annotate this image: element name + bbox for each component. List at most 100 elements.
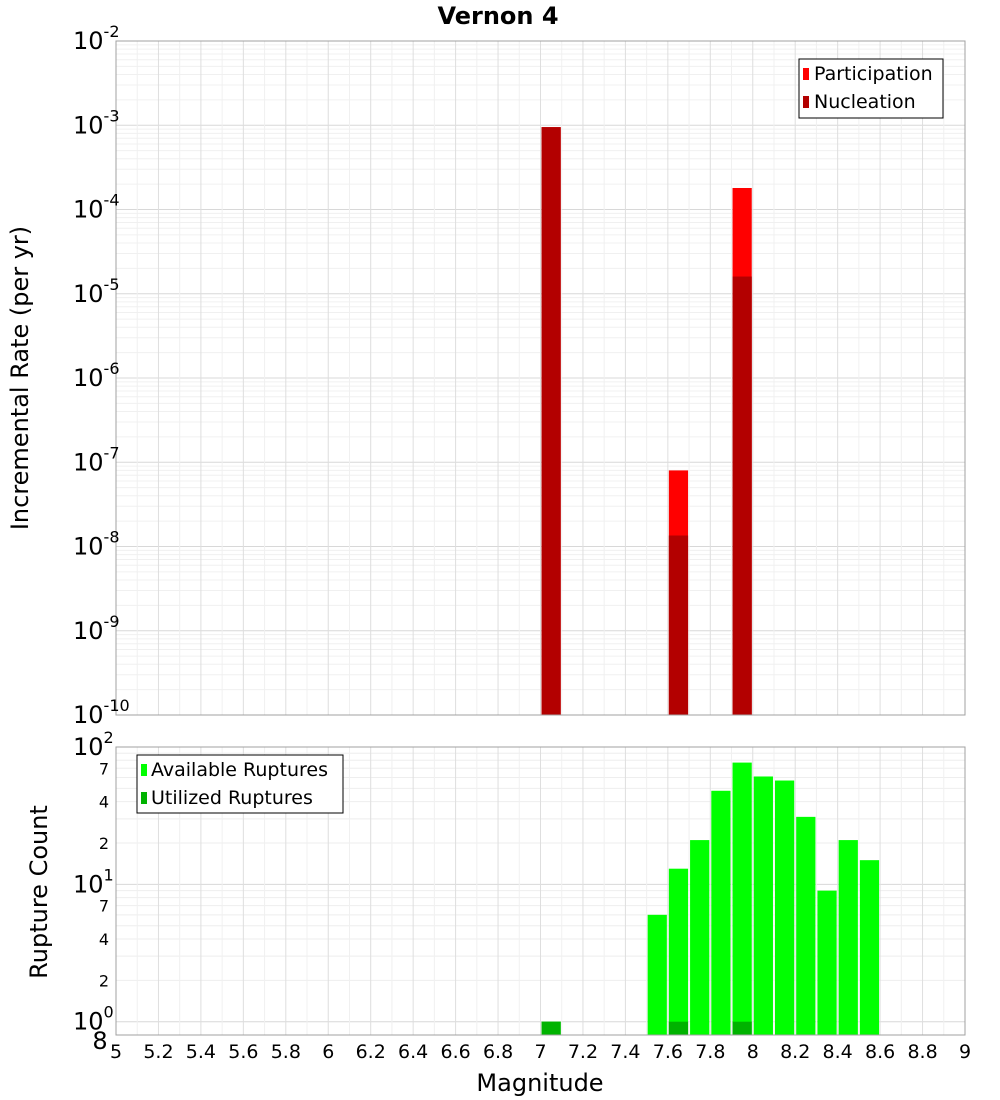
- x-tick-label: 6.8: [483, 1041, 513, 1063]
- bottom-bars: [541, 762, 880, 1035]
- bottom-y-minor-tick-label: 4: [99, 793, 109, 812]
- y-tick-base: 10: [73, 448, 104, 476]
- y-tick-base: 10: [73, 617, 104, 645]
- available-ruptures-bar: [859, 860, 880, 1035]
- y-tick-exponent: -7: [104, 443, 120, 462]
- x-tick-label: 7.4: [610, 1041, 640, 1063]
- y-tick-exponent: 1: [104, 865, 114, 884]
- x-tick-label: 5: [110, 1041, 122, 1063]
- x-tick-label: 8.8: [907, 1041, 937, 1063]
- x-tick-label: 6.6: [440, 1041, 470, 1063]
- y-tick-base: 10: [73, 196, 104, 224]
- available-ruptures-bar: [690, 840, 710, 1035]
- x-tick-label: 8.2: [780, 1041, 810, 1063]
- x-tick-label: 8.6: [865, 1041, 895, 1063]
- y-tick-base: 10: [73, 1008, 104, 1036]
- legend-swatch-nucleation: [803, 96, 809, 108]
- x-tick-label: 5.6: [228, 1041, 258, 1063]
- legend-label-participation: Participation: [814, 63, 933, 85]
- bottom-y-minor-tick-label: 4: [99, 930, 109, 949]
- nucleation-bar: [541, 127, 561, 716]
- y-tick-exponent: -8: [104, 528, 120, 547]
- x-tick-label: 5.2: [143, 1041, 173, 1063]
- x-tick-label: 6: [322, 1041, 334, 1063]
- y-tick-exponent: -9: [104, 612, 120, 631]
- top-legend: Participation Nucleation: [798, 58, 944, 119]
- top-gridlines: [115, 40, 966, 716]
- x-axis-label: Magnitude: [476, 1069, 603, 1097]
- top-y-axis-label: Incremental Rate (per yr): [6, 226, 34, 530]
- top-y-tick-labels: 10-210-310-410-510-610-710-810-910-10: [73, 22, 130, 729]
- top-legend-box: [798, 58, 944, 119]
- y-tick-base: 10: [73, 870, 104, 898]
- y-tick-base: 10: [73, 27, 104, 55]
- nucleation-bar: [732, 276, 752, 715]
- y-tick-base: 10: [73, 364, 104, 392]
- y-tick-exponent: 0: [104, 1003, 114, 1022]
- available-ruptures-bar: [753, 776, 773, 1035]
- y-tick-exponent: -3: [104, 106, 120, 125]
- y-tick-base: 10: [73, 733, 104, 761]
- bottom-y-tick-label: 102: [73, 728, 114, 761]
- utilized-ruptures-bar: [732, 1021, 752, 1035]
- available-ruptures-bar: [817, 890, 837, 1035]
- legend-swatch-participation: [803, 68, 809, 80]
- top-panel: 10-210-310-410-510-610-710-810-910-10 In…: [6, 22, 966, 729]
- y-tick-base: 10: [73, 533, 104, 561]
- top-plot-frame: [115, 40, 966, 716]
- bottom-y-tick-label: 101: [73, 865, 114, 898]
- available-ruptures-bar: [774, 780, 795, 1035]
- y-tick-base: 10: [73, 701, 104, 729]
- available-ruptures-bar: [711, 790, 731, 1035]
- y-tick-base: 10: [73, 111, 104, 139]
- x-tick-label: 7.6: [653, 1041, 683, 1063]
- x-tick-label: 5.4: [186, 1041, 216, 1063]
- y-tick-exponent: -4: [104, 191, 120, 210]
- available-ruptures-bar: [732, 762, 752, 1035]
- top-y-tick-label: 10-3: [73, 106, 120, 139]
- x-tick-label: 8.4: [823, 1041, 853, 1063]
- bottom-y-tick-label: 100: [73, 1003, 114, 1036]
- y-tick-exponent: -10: [104, 696, 130, 715]
- bottom-y-minor-tick-label: 7: [99, 897, 109, 916]
- available-ruptures-bar: [668, 868, 689, 1035]
- x-tick-label: 5.8: [271, 1041, 301, 1063]
- top-y-tick-label: 10-8: [73, 528, 120, 561]
- top-y-tick-label: 10-7: [73, 443, 120, 476]
- available-ruptures-bar: [647, 914, 667, 1035]
- legend-label-nucleation: Nucleation: [814, 91, 916, 113]
- y-tick-base: 10: [73, 280, 104, 308]
- x-tick-label: 7.2: [568, 1041, 598, 1063]
- legend-label-available: Available Ruptures: [151, 759, 328, 781]
- x-tick-label: 7: [534, 1041, 546, 1063]
- bottom-y-bottom-tick-label: 8: [92, 1027, 107, 1055]
- chart-title: Vernon 4: [437, 2, 558, 30]
- bottom-y-axis-label: Rupture Count: [25, 805, 53, 979]
- x-tick-label: 7.8: [695, 1041, 725, 1063]
- nucleation-bar: [668, 535, 689, 715]
- utilized-ruptures-bar: [668, 1021, 689, 1035]
- x-tick-labels: 5 5.2 5.4 5.6 5.8 6 6.2 6.4 6.6 6.8 7 7.2 7.4 7.6 7.8 8…: [110, 1041, 971, 1063]
- bottom-legend-box: [136, 754, 344, 814]
- legend-swatch-available: [141, 764, 147, 776]
- utilized-ruptures-bar: [541, 1021, 561, 1035]
- bottom-y-minor-tick-label: 7: [99, 759, 109, 778]
- x-tick-label: 6.4: [398, 1041, 428, 1063]
- bottom-y-minor-tick-label: 2: [99, 834, 109, 853]
- legend-label-utilized: Utilized Ruptures: [151, 787, 313, 809]
- bottom-plot-frame: [115, 746, 966, 1036]
- top-y-tick-label: 10-5: [73, 275, 120, 308]
- x-tick-label: 6.2: [356, 1041, 386, 1063]
- top-y-tick-label: 10-9: [73, 612, 120, 645]
- y-tick-exponent: -2: [104, 22, 120, 41]
- x-tick-label: 9: [959, 1041, 971, 1063]
- available-ruptures-bar: [796, 816, 816, 1035]
- y-tick-exponent: 2: [104, 728, 114, 747]
- top-bars: [541, 127, 752, 716]
- top-y-tick-label: 10-10: [73, 696, 130, 729]
- bottom-legend: Available Ruptures Utilized Ruptures: [136, 754, 344, 814]
- top-y-tick-label: 10-4: [73, 191, 120, 224]
- top-y-tick-label: 10-2: [73, 22, 120, 55]
